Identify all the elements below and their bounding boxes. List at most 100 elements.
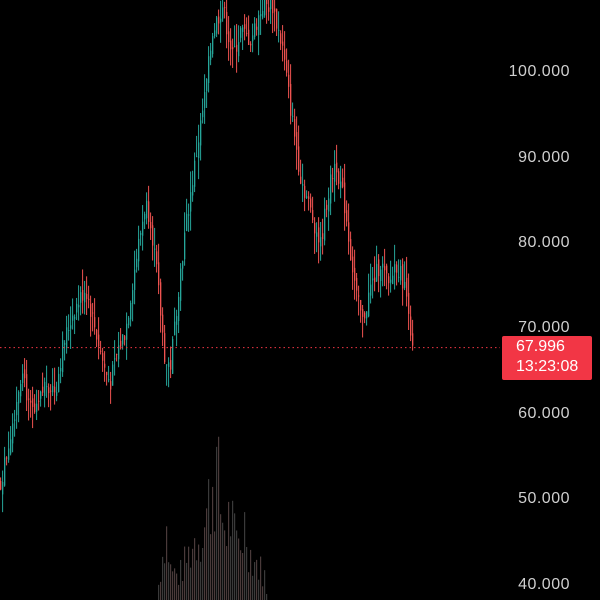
- volume-bar: [200, 561, 202, 600]
- candle-body: [196, 156, 198, 158]
- candle-body: [36, 403, 38, 412]
- y-axis-tick-label: 90.000: [518, 149, 570, 166]
- candle-body: [204, 92, 206, 108]
- candle-body: [216, 17, 218, 34]
- volume-bar: [194, 538, 196, 600]
- candle-body: [188, 214, 190, 216]
- candle-body: [258, 15, 260, 35]
- candle-body: [372, 278, 374, 281]
- candle-body: [342, 177, 344, 187]
- candle-body: [50, 390, 52, 392]
- candle-body: [118, 345, 120, 360]
- candle-body: [148, 201, 150, 222]
- volume-bar: [228, 501, 230, 600]
- volume-bar: [262, 586, 264, 600]
- candle-body: [294, 119, 296, 137]
- candle-body: [146, 200, 148, 219]
- candle-body: [380, 269, 382, 282]
- candle-body: [138, 238, 140, 262]
- volume-bar: [214, 531, 216, 600]
- candle-body: [316, 232, 318, 237]
- y-axis-tick-label: 100.000: [508, 63, 570, 80]
- candle-body: [202, 110, 204, 118]
- volume-bar: [206, 508, 208, 600]
- candle-body: [352, 256, 354, 273]
- candle-body: [116, 354, 118, 356]
- candle-body: [130, 302, 132, 320]
- candle-body: [272, 0, 274, 14]
- candle-body: [120, 340, 122, 347]
- candle-body: [326, 204, 328, 210]
- candle-body: [408, 292, 410, 314]
- candle-body: [142, 221, 144, 236]
- candle-body: [228, 31, 230, 43]
- candle-body: [168, 362, 170, 367]
- candle-body: [402, 264, 404, 289]
- candle-body: [238, 42, 240, 57]
- volume-bar: [246, 547, 248, 600]
- candle-body: [366, 311, 368, 319]
- candle-body: [180, 268, 182, 301]
- candle-body: [318, 227, 320, 243]
- y-axis-tick-label: 40.000: [518, 576, 570, 593]
- y-axis-tick-label: 50.000: [518, 490, 570, 507]
- candle-body: [64, 342, 66, 345]
- candle-body: [24, 369, 26, 379]
- candle-body: [82, 290, 84, 301]
- volume-bar: [264, 570, 266, 600]
- candle-body: [206, 79, 208, 92]
- candle-body: [186, 213, 188, 231]
- candle-body: [86, 293, 88, 300]
- volume-bar: [250, 549, 252, 600]
- volume-bar: [186, 562, 188, 600]
- last-price-badge: 67.996 13:23:08: [502, 336, 592, 380]
- candle-body: [274, 8, 276, 12]
- volume-bar: [172, 571, 174, 600]
- candle-body: [376, 263, 378, 282]
- volume-bar: [254, 562, 256, 600]
- candle-body: [20, 383, 22, 397]
- y-axis-tick-label: 60.000: [518, 405, 570, 422]
- candle-body: [338, 171, 340, 184]
- candle-body: [288, 74, 290, 87]
- volume-bar: [220, 514, 222, 600]
- candle-body: [194, 160, 196, 187]
- candle-body: [80, 292, 82, 303]
- candle-body: [2, 482, 4, 495]
- volume-bar: [258, 579, 260, 600]
- volume-bar: [248, 572, 250, 600]
- candle-body: [332, 178, 334, 180]
- candle-body: [348, 222, 350, 242]
- candle-body: [100, 350, 102, 352]
- volume-bar: [230, 536, 232, 600]
- candle-body: [370, 284, 372, 296]
- candle-body: [122, 334, 124, 345]
- candle-body: [62, 340, 64, 373]
- volume-bar: [174, 568, 176, 600]
- candle-body: [242, 27, 244, 32]
- volume-bar: [204, 527, 206, 600]
- candle-body: [224, 7, 226, 9]
- candle-body: [396, 264, 398, 273]
- candle-body: [276, 8, 278, 29]
- candle-body: [246, 33, 248, 35]
- candle-body: [90, 303, 92, 317]
- candle-body: [278, 29, 280, 31]
- candle-body: [308, 196, 310, 199]
- candle-body: [154, 248, 156, 250]
- candle-body: [92, 312, 94, 314]
- candle-body: [230, 40, 232, 50]
- candle-body: [158, 262, 160, 286]
- candle-body: [306, 196, 308, 199]
- candle-body: [60, 368, 62, 372]
- volume-bar: [166, 526, 168, 600]
- candle-body: [156, 251, 158, 265]
- candle-body: [262, 10, 264, 18]
- candle-body: [264, 0, 266, 16]
- volume-bar: [188, 546, 190, 600]
- candle-body: [40, 391, 42, 399]
- candle-body: [386, 265, 388, 274]
- candle-body: [384, 266, 386, 271]
